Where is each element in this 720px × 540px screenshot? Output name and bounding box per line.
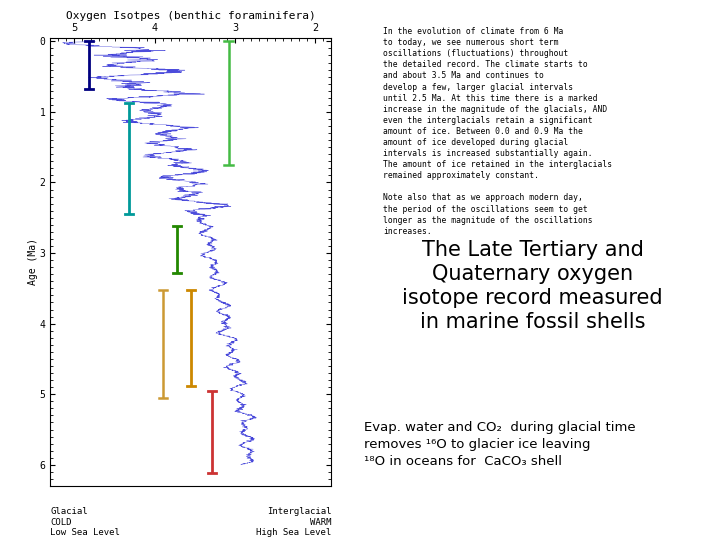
- Text: Evap. water and CO₂  during glacial time
removes ¹⁶O to glacier ice leaving
¹⁸O : Evap. water and CO₂ during glacial time …: [364, 421, 636, 468]
- Text: In the evolution of climate from 6 Ma
to today, we see numerous short term
oscil: In the evolution of climate from 6 Ma to…: [383, 27, 612, 236]
- Text: The Late Tertiary and
Quaternary oxygen
isotope record measured
in marine fossil: The Late Tertiary and Quaternary oxygen …: [402, 240, 663, 332]
- Title: Oxygen Isotpes (benthic foraminifera): Oxygen Isotpes (benthic foraminifera): [66, 11, 315, 21]
- Text: Interglacial
WARM
High Sea Level: Interglacial WARM High Sea Level: [256, 508, 331, 537]
- Y-axis label: Age (Ma): Age (Ma): [28, 238, 38, 286]
- Text: Glacial
COLD
Low Sea Level: Glacial COLD Low Sea Level: [50, 508, 120, 537]
